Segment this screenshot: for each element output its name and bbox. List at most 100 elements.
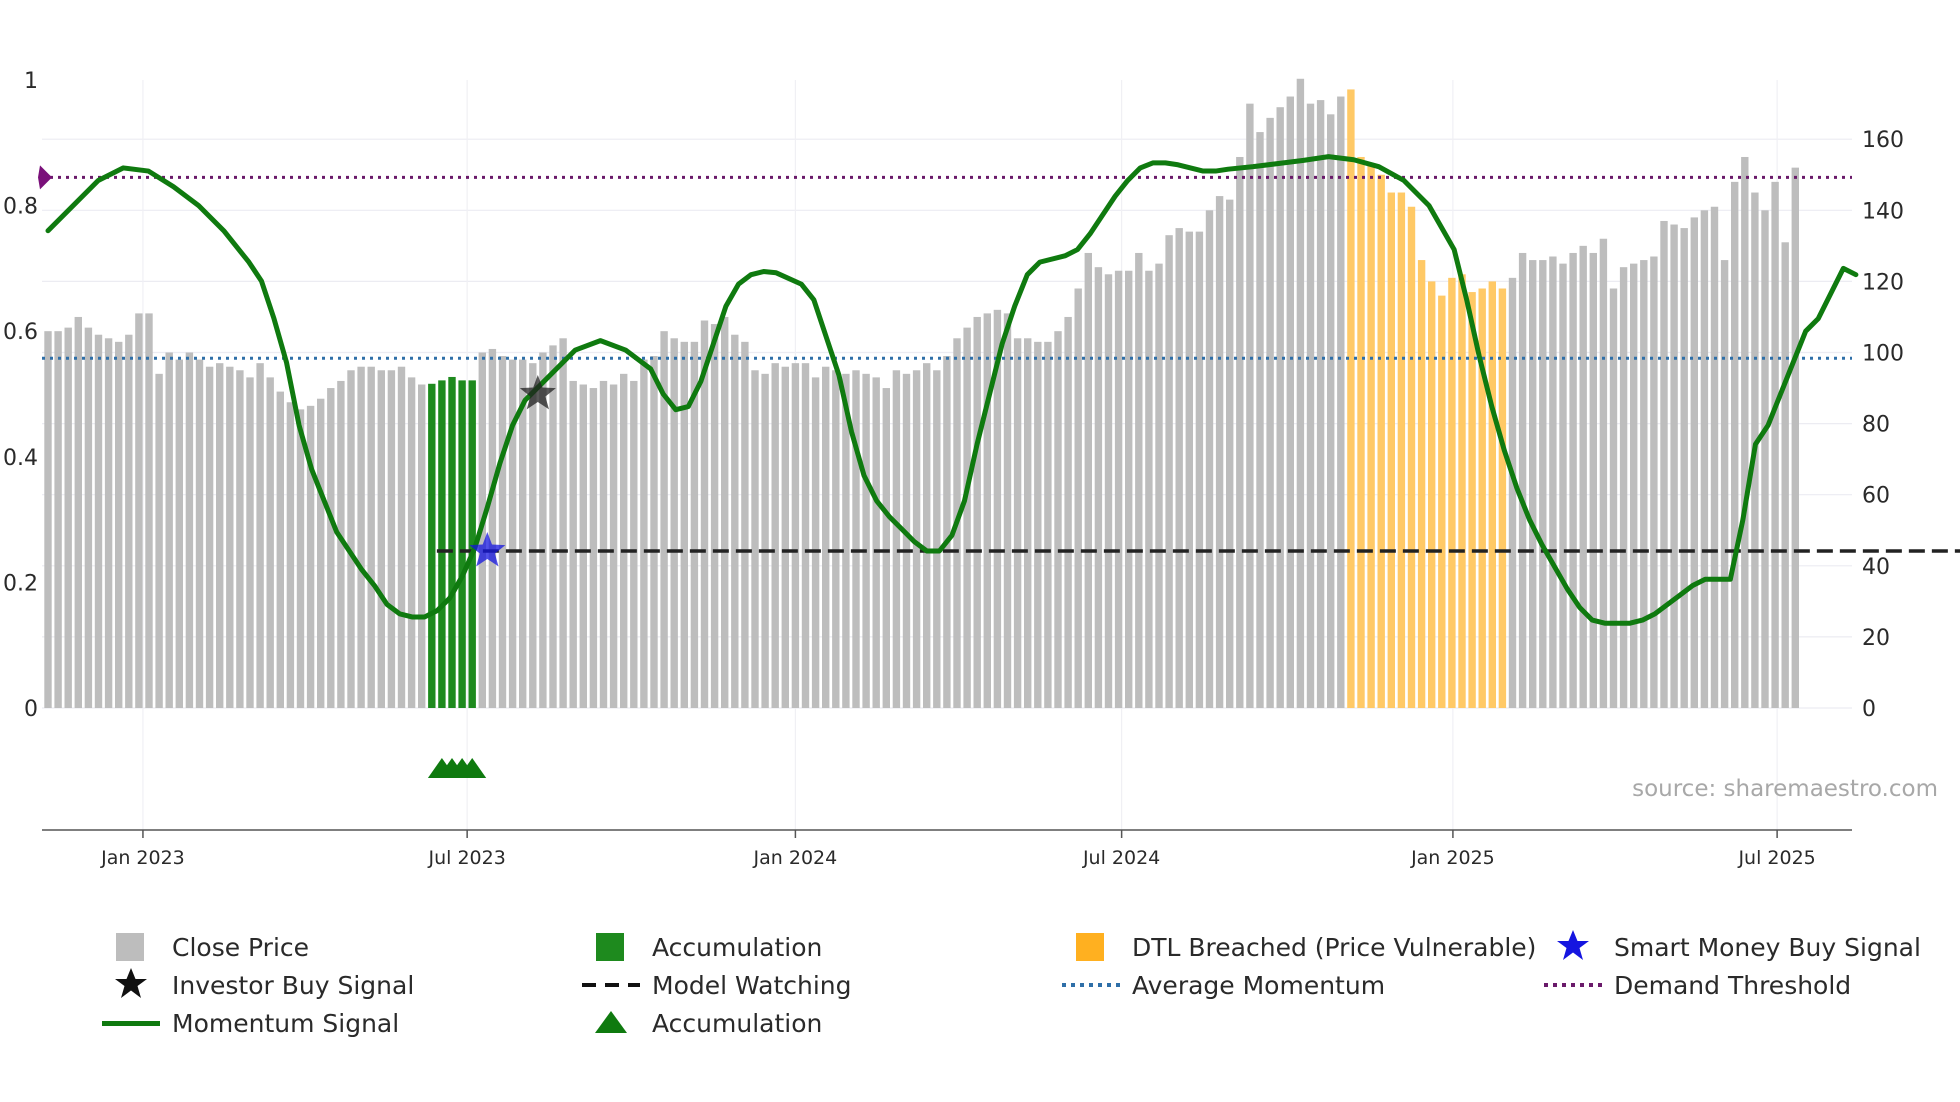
close-price-bar xyxy=(983,313,991,708)
close-price-bar xyxy=(872,377,880,708)
close-price-bar xyxy=(1559,263,1567,708)
close-price-bar xyxy=(1741,156,1749,709)
close-price-bar xyxy=(781,366,789,708)
accumulation-marker xyxy=(458,758,487,778)
dtl-bar xyxy=(1377,174,1385,708)
close-price-bar xyxy=(579,384,587,708)
momentum-line xyxy=(45,154,1859,626)
investor-buy-signal-marker xyxy=(519,375,556,410)
close-price-bar xyxy=(94,334,103,708)
close-price-bar xyxy=(1155,263,1163,708)
dtl-bar xyxy=(1468,292,1476,708)
close-price-bar xyxy=(620,373,628,708)
close-price-bar xyxy=(1114,270,1123,708)
dtl-bar xyxy=(1397,192,1406,708)
close-price-bar xyxy=(135,313,143,708)
accumulation-bar xyxy=(468,380,476,708)
close-price-bar xyxy=(690,341,699,708)
close-price-bar xyxy=(529,363,537,708)
close-price-bar xyxy=(1660,220,1668,708)
accumulation-bar xyxy=(428,383,436,708)
close-price-bar xyxy=(1195,231,1204,708)
close-price-bar xyxy=(1094,267,1103,708)
momentum-signal-line xyxy=(45,154,1859,626)
close-price-bar xyxy=(710,324,719,708)
dtl-bar xyxy=(1347,89,1355,709)
close-price-bar xyxy=(1579,245,1587,708)
close-price-bar xyxy=(337,380,345,708)
close-price-bar xyxy=(539,352,547,708)
close-price-bar xyxy=(216,363,224,708)
close-price-bar xyxy=(226,366,234,708)
close-price-bar xyxy=(1236,156,1244,709)
close-price-bar xyxy=(609,384,618,708)
close-price-bar xyxy=(1609,288,1618,708)
dtl-bar xyxy=(1458,274,1466,708)
close-price-bar xyxy=(832,370,840,708)
close-price-bar xyxy=(125,334,133,708)
source-watermark: source: sharemaestro.com xyxy=(1632,776,1938,802)
close-price-bar xyxy=(347,370,355,708)
close-price-bar xyxy=(700,320,709,708)
close-price-bar xyxy=(1650,256,1658,708)
close-price-bar xyxy=(741,341,749,708)
x-axis-tick-label: Jul 2025 xyxy=(1737,847,1815,869)
close-price-bar xyxy=(599,380,608,708)
close-price-bar xyxy=(1256,132,1264,709)
signal-markers xyxy=(427,375,556,778)
right-axis-tick: 0 xyxy=(1862,697,1876,722)
close-price-bar xyxy=(1599,238,1608,709)
close-price-bar xyxy=(650,356,658,708)
close-price-bar xyxy=(862,373,870,708)
dtl-bar xyxy=(1417,260,1426,708)
close-price-bar xyxy=(1630,263,1638,708)
close-price-bar xyxy=(731,334,739,708)
close-price-bar xyxy=(115,341,123,708)
close-price-bar xyxy=(1276,107,1284,708)
dtl-bar xyxy=(1367,164,1375,708)
close-price-bar xyxy=(54,331,62,708)
close-price-bar xyxy=(387,370,396,708)
dtl-bar xyxy=(1488,281,1496,708)
close-price-bar xyxy=(407,377,416,708)
dtl-bar xyxy=(1498,288,1507,708)
close-price-bar xyxy=(680,341,688,708)
accumulation-bar xyxy=(438,380,446,708)
left-axis-tick: 0.8 xyxy=(3,195,38,220)
close-price-bar xyxy=(771,363,779,708)
left-axis-tick: 0.2 xyxy=(3,571,38,596)
close-price-bar xyxy=(195,359,204,708)
dtl-bar xyxy=(1407,206,1416,708)
close-price-bar xyxy=(1316,100,1325,709)
close-price-bar xyxy=(660,331,668,708)
close-price-bar xyxy=(205,366,214,708)
close-price-bar xyxy=(933,370,941,708)
close-price-bar xyxy=(1246,103,1254,708)
close-price-bar xyxy=(902,373,911,708)
right-axis-tick: 100 xyxy=(1862,342,1904,367)
close-price-bar xyxy=(276,391,284,708)
smart-money-buy-signal-marker xyxy=(469,532,506,567)
close-price-bar xyxy=(327,388,335,708)
close-price-bar xyxy=(801,363,810,708)
x-axis-tick-label: Jan 2024 xyxy=(753,847,838,869)
close-price-bar xyxy=(1640,260,1648,708)
close-price-bar xyxy=(892,370,901,708)
dtl-bar xyxy=(1387,192,1395,708)
close-price-bar xyxy=(44,331,52,708)
right-axis-ticks: 0 20 40 60 80 100 120 140 160 xyxy=(1862,128,1904,722)
close-price-bar xyxy=(64,327,72,708)
close-price-bar xyxy=(1286,96,1294,709)
dtl-bar xyxy=(1428,281,1436,708)
close-price-bar xyxy=(296,409,305,708)
close-price-bar xyxy=(559,338,567,708)
close-price-bar xyxy=(630,380,638,708)
close-price-bar xyxy=(912,370,921,708)
left-axis-tick: 1 xyxy=(24,69,38,94)
close-price-bar xyxy=(1690,217,1698,708)
close-price-bar xyxy=(1215,196,1224,708)
close-price-bar xyxy=(1013,338,1022,708)
close-price-bar xyxy=(1508,277,1517,708)
right-axis-tick: 40 xyxy=(1862,555,1890,580)
close-price-bar xyxy=(1670,224,1678,708)
